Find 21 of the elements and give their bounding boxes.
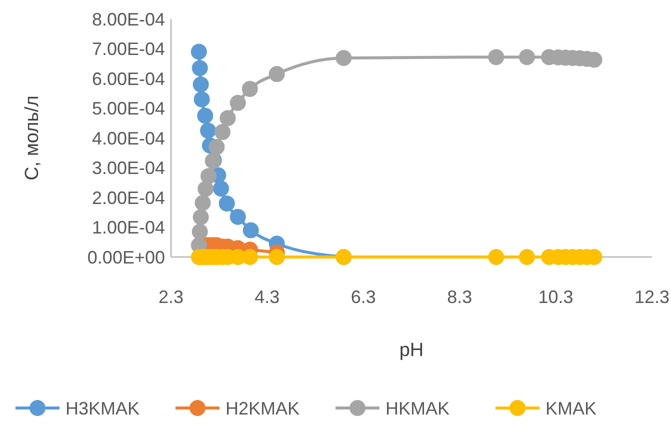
y-axis-title: C, моль/л bbox=[22, 96, 43, 180]
legend-label: H2KMAK bbox=[226, 398, 300, 418]
x-tick-label: 4.3 bbox=[254, 287, 280, 307]
x-axis-title: pH bbox=[399, 340, 424, 361]
x-tick-label: 2.3 bbox=[158, 287, 184, 307]
y-tick-label: 2.00E-04 bbox=[92, 188, 165, 208]
y-tick-label: 3.00E-04 bbox=[92, 158, 165, 178]
y-tick-label: 7.00E-04 bbox=[92, 39, 165, 60]
y-tick-label: 6.00E-04 bbox=[92, 68, 165, 89]
x-tick-label: 10.3 bbox=[538, 287, 574, 307]
y-tick-label: 1.00E-04 bbox=[92, 218, 165, 238]
legend-label: KMAK bbox=[546, 398, 597, 418]
y-tick-label: 5.00E-04 bbox=[92, 98, 165, 119]
x-tick-label: 12.3 bbox=[634, 287, 670, 307]
legend-label: H3KMAK bbox=[66, 398, 140, 418]
x-tick-label: 6.3 bbox=[350, 287, 376, 307]
y-tick-label: 8.00E-04 bbox=[92, 9, 165, 30]
legend-label: HKMAK bbox=[386, 398, 450, 418]
x-tick-label: 8.3 bbox=[447, 287, 472, 307]
y-tick-label: 0.00E+00 bbox=[87, 247, 165, 268]
y-tick-label: 4.00E-04 bbox=[92, 128, 165, 148]
